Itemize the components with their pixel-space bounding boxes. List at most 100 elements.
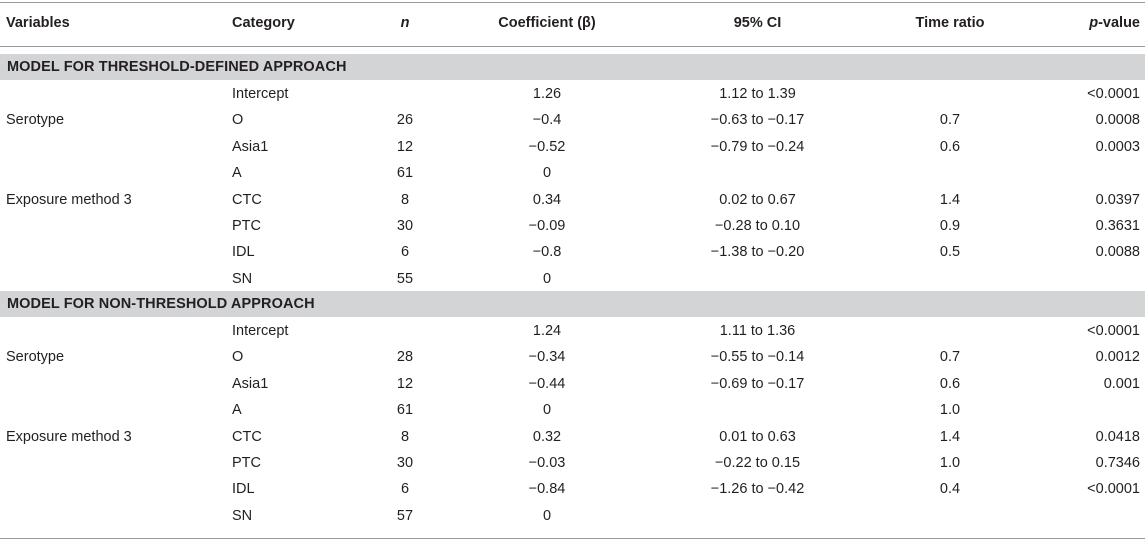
table-row: SN 57 0: [0, 503, 1145, 529]
coefficient-cell: 1.24: [532, 323, 562, 339]
coefficient-cell: 0: [542, 165, 552, 182]
section-title: MODEL FOR NON-THRESHOLD APPROACH: [7, 296, 315, 312]
ci-cell: 0.02 to 0.67: [719, 191, 796, 208]
category-cell: CTC: [232, 191, 262, 208]
table-row: Exposure method 3 CTC 8 0.34 0.02 to 0.67 1.4…: [0, 187, 1145, 213]
p-value-label: p-value: [1089, 15, 1140, 31]
table-row: PTC 30 −0.09 −0.28 to 0.10 0.9 0.3631: [0, 213, 1145, 239]
time-ratio-cell: 0.6: [939, 375, 961, 392]
time-ratio-cell: 1.0: [939, 455, 961, 471]
coefficient-cell: −0.52: [528, 138, 566, 155]
table-row: Intercept 1.26 1.12 to 1.39 <0.0001: [0, 81, 1145, 107]
coefficient-cell: 0.32: [532, 428, 562, 445]
p-value-cell: 0.0012: [1095, 349, 1140, 366]
time-ratio-cell: 0.7: [939, 349, 961, 366]
n-cell: 30: [396, 455, 414, 471]
header-coefficient: Coefficient (β): [498, 15, 596, 31]
coefficient-cell: 0: [542, 270, 552, 287]
category-cell: Intercept: [232, 323, 289, 339]
category-cell: Asia1: [232, 375, 269, 392]
time-ratio-cell: 1.0: [939, 402, 961, 419]
ci-cell: 1.12 to 1.39: [719, 86, 796, 102]
n-cell: 8: [400, 428, 410, 445]
ci-cell: 0.01 to 0.63: [719, 428, 796, 445]
coefficient-cell: 1.26: [532, 86, 562, 102]
ci-cell: −0.22 to 0.15: [714, 455, 801, 471]
p-value-cell: 0.0008: [1095, 112, 1140, 129]
n-cell: 6: [400, 481, 410, 498]
n-cell: 61: [396, 165, 414, 182]
n-cell: 26: [396, 112, 414, 129]
header-time-ratio: Time ratio: [915, 15, 985, 31]
coefficient-cell: −0.34: [528, 349, 566, 366]
coefficient-cell: −0.09: [528, 218, 566, 234]
time-ratio-cell: 0.5: [939, 244, 961, 261]
time-ratio-cell: 0.4: [939, 481, 961, 498]
n-cell: 6: [400, 244, 410, 261]
header-ci: 95% CI: [733, 15, 782, 31]
variable-cell: Serotype: [6, 349, 65, 366]
table-row: Intercept 1.24 1.11 to 1.36 <0.0001: [0, 318, 1145, 344]
category-cell: A: [232, 165, 242, 182]
ci-cell: −1.26 to −0.42: [710, 481, 805, 498]
p-value-cell: 0.7346: [1095, 455, 1140, 471]
ci-cell: −0.69 to −0.17: [710, 375, 805, 392]
variable-cell: Exposure method 3: [6, 191, 132, 208]
table-row: A 61 0: [0, 160, 1145, 186]
time-ratio-cell: 0.9: [939, 218, 961, 234]
n-cell: 30: [396, 218, 414, 234]
time-ratio-cell: 1.4: [939, 191, 961, 208]
category-cell: IDL: [232, 244, 255, 261]
table-row: Serotype O 26 −0.4 −0.63 to −0.17 0.7 0.0008: [0, 107, 1145, 133]
header-category: Category: [232, 15, 295, 31]
time-ratio-cell: 0.7: [939, 112, 961, 129]
header-rule: [0, 46, 1145, 47]
ci-cell: −1.38 to −0.20: [710, 244, 805, 261]
variable-cell: Exposure method 3: [6, 428, 132, 445]
n-cell: 55: [396, 270, 414, 287]
p-value-cell: <0.0001: [1087, 481, 1140, 498]
table-row: SN 55 0: [0, 266, 1145, 292]
n-cell: 8: [400, 191, 410, 208]
time-ratio-cell: 0.6: [939, 138, 961, 155]
table-row: Asia1 12 −0.52 −0.79 to −0.24 0.6 0.0003: [0, 134, 1145, 160]
coefficient-cell: −0.4: [532, 112, 562, 129]
ci-cell: −0.63 to −0.17: [710, 112, 805, 129]
category-cell: O: [232, 112, 244, 129]
category-cell: Asia1: [232, 138, 269, 155]
table-row: PTC 30 −0.03 −0.22 to 0.15 1.0 0.7346: [0, 450, 1145, 476]
n-cell: 12: [396, 138, 414, 155]
section-title: MODEL FOR THRESHOLD-DEFINED APPROACH: [7, 59, 347, 75]
coefficient-cell: −0.44: [528, 375, 566, 392]
ci-cell: −0.55 to −0.14: [710, 349, 805, 366]
section-header: MODEL FOR THRESHOLD-DEFINED APPROACH: [0, 54, 1145, 80]
header-n: n: [400, 15, 410, 31]
category-cell: IDL: [232, 481, 255, 498]
coefficient-cell: 0.34: [532, 191, 562, 208]
coefficient-cell: −0.84: [528, 481, 566, 498]
ci-cell: 1.11 to 1.36: [719, 323, 796, 339]
table-row: A 61 0 1.0: [0, 397, 1145, 423]
n-cell: 28: [396, 349, 414, 366]
coefficient-cell: 0: [542, 507, 552, 524]
header-p-value: p-value: [1010, 0, 1140, 46]
p-value-cell: 0.0003: [1095, 138, 1140, 155]
table-row: IDL 6 −0.84 −1.26 to −0.42 0.4 <0.0001: [0, 476, 1145, 502]
table-row: Asia1 12 −0.44 −0.69 to −0.17 0.6 0.001: [0, 371, 1145, 397]
n-cell: 61: [396, 402, 414, 419]
top-rule: [0, 2, 1145, 3]
category-cell: PTC: [232, 218, 261, 234]
table-row: IDL 6 −0.8 −1.38 to −0.20 0.5 0.0088: [0, 239, 1145, 265]
coefficient-cell: 0: [542, 402, 552, 419]
p-value-cell: <0.0001: [1087, 323, 1140, 339]
ci-cell: −0.28 to 0.10: [714, 218, 801, 234]
category-cell: SN: [232, 507, 253, 524]
coefficient-cell: −0.03: [528, 455, 566, 471]
category-cell: Intercept: [232, 86, 289, 102]
variable-cell: Serotype: [6, 112, 65, 129]
category-cell: PTC: [232, 455, 261, 471]
p-value-cell: 0.3631: [1095, 218, 1140, 234]
n-cell: 12: [396, 375, 414, 392]
header-variables: Variables: [6, 15, 70, 31]
